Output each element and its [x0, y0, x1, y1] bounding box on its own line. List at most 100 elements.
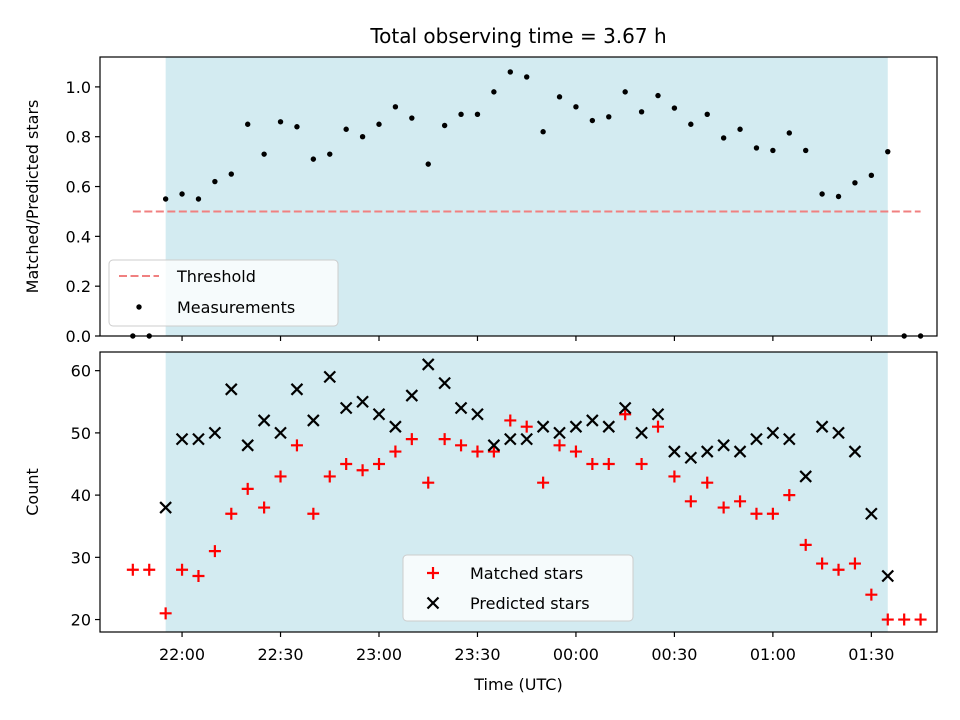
predicted-star-point [635, 426, 648, 440]
predicted-star-point [783, 432, 796, 446]
y-axis-label: Count [23, 468, 42, 516]
matched-star-point [520, 420, 533, 433]
measurement-point [589, 117, 596, 124]
matched-star-point [734, 495, 747, 508]
predicted-star-point [225, 383, 238, 396]
predicted-star-point [454, 401, 468, 415]
predicted-star-point [618, 401, 632, 415]
legend-matched-label: Matched stars [470, 564, 583, 583]
predicted-star-point [700, 445, 714, 458]
measurement-point [753, 145, 760, 151]
measurement-point [819, 191, 825, 197]
y-tick-label: 30 [71, 548, 91, 567]
y-tick-label: 0.4 [66, 227, 91, 246]
legend-box [402, 554, 634, 622]
matched-star-point [668, 470, 681, 483]
measurement-point [294, 124, 300, 130]
matched-star-point [635, 458, 648, 470]
legend-predicted-swatch [426, 596, 440, 610]
matched-star-point [783, 489, 796, 502]
predicted-star-point [602, 420, 616, 433]
legend-threshold-label: Threshold [176, 267, 256, 286]
predicted-star-point [257, 414, 271, 427]
matched-star-point [717, 501, 730, 514]
matched-star-point [701, 476, 714, 489]
matched-star-point [848, 557, 861, 570]
predicted-star-point [536, 420, 550, 433]
matched-star-point [602, 458, 615, 470]
matched-star-point [290, 439, 303, 452]
y-tick-label: 0.6 [66, 178, 91, 197]
y-axis-label: Matched/Predicted stars [23, 100, 42, 294]
matched-star-point [307, 507, 320, 520]
measurement-point [310, 156, 317, 162]
measurement-point [491, 89, 497, 95]
measurement-point [425, 161, 431, 167]
measurement-point [868, 172, 875, 179]
predicted-star-point [290, 383, 304, 396]
measurement-point [655, 92, 661, 99]
predicted-star-point [733, 445, 747, 458]
matched-star-point [865, 588, 878, 601]
matched-star-point [323, 470, 336, 483]
predicted-star-point [421, 358, 435, 371]
measurement-point [720, 135, 727, 141]
legend-measurements-label: Measurements [177, 298, 295, 317]
matched-star-point [241, 482, 254, 495]
predicted-star-point [175, 432, 189, 446]
legend-top: Threshold Measurements [108, 259, 339, 327]
predicted-star-point [159, 501, 172, 514]
matched-star-point [389, 445, 402, 458]
matched-star-point [537, 476, 550, 489]
predicted-star-point [520, 432, 533, 446]
predicted-star-point [815, 420, 829, 433]
matched-star-point [405, 433, 418, 446]
predicted-star-point [471, 407, 484, 421]
measurement-point [852, 180, 858, 186]
x-tick-label: 01:30 [848, 645, 894, 664]
x-tick-label: 22:30 [257, 645, 303, 664]
measurement-point [737, 126, 743, 132]
matched-star-point [684, 495, 697, 508]
measurement-point [327, 151, 333, 157]
predicted-star-point [372, 407, 386, 421]
y-tick-label: 0.0 [66, 327, 91, 346]
x-tick-label: 00:30 [651, 645, 697, 664]
matched-star-point [586, 458, 599, 470]
matched-star-point [208, 545, 221, 558]
matched-star-point [569, 445, 582, 458]
x-axis-label: Time (UTC) [473, 675, 562, 694]
measurement-point [573, 104, 579, 110]
predicted-star-point [307, 414, 320, 427]
measurement-point [704, 111, 710, 117]
measurement-point [786, 130, 792, 136]
measurement-point [770, 147, 776, 154]
x-tick-label: 22:00 [159, 645, 205, 664]
y-tick-label: 60 [71, 362, 91, 381]
matched-star-point [143, 563, 156, 576]
predicted-star-point [208, 426, 222, 440]
predicted-star-point [192, 432, 205, 446]
matched-star-point [274, 470, 287, 483]
predicted-star-point [586, 414, 599, 427]
measurement-point [343, 126, 349, 132]
measurement-point [409, 115, 415, 121]
y-tick-label: 20 [71, 611, 91, 630]
matched-star-point [159, 607, 172, 620]
matched-star-point [340, 458, 353, 470]
measurement-point [195, 196, 202, 202]
measurement-point [622, 89, 628, 95]
predicted-star-point [750, 432, 763, 446]
x-tick-label: 23:00 [356, 645, 402, 664]
legend-predicted-label: Predicted stars [470, 594, 590, 613]
matched-star-point [192, 570, 205, 582]
predicted-star-point [323, 370, 337, 384]
measurement-point [638, 109, 645, 115]
measurement-point [392, 104, 399, 110]
measurement-point [688, 121, 694, 127]
predicted-star-point [717, 439, 730, 452]
predicted-star-point [487, 439, 501, 452]
predicted-star-point [832, 426, 845, 440]
legend-box [108, 259, 339, 327]
matched-star-point [471, 445, 484, 458]
